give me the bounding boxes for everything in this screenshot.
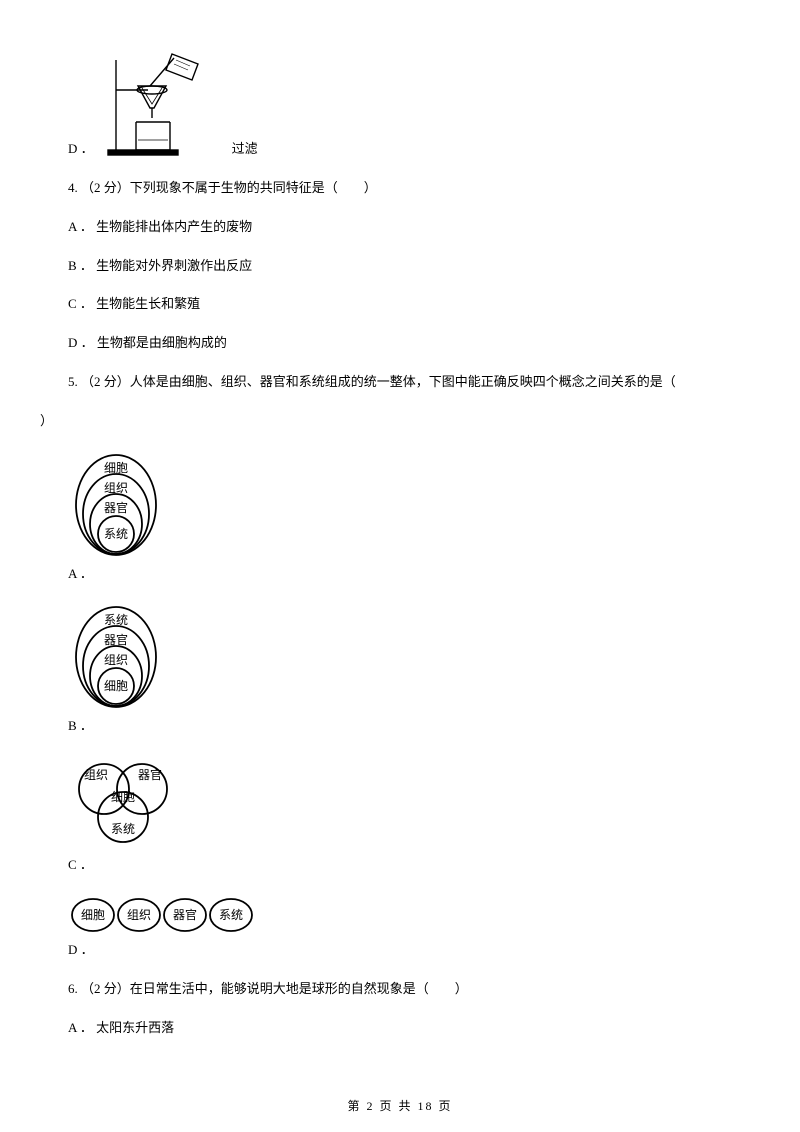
q4-option-a: A ． 生物能排出体内产生的废物: [68, 217, 750, 238]
diagA-l1: 细胞: [104, 461, 128, 475]
filtration-diagram: [102, 50, 212, 160]
q5-diagram-c: 组织 器官 细胞 系统: [68, 755, 750, 851]
q5-option-d: D ．: [68, 940, 750, 961]
q5-option-c: C ．: [68, 855, 750, 876]
diagD-2: 组织: [127, 908, 151, 922]
q5-option-b: B ．: [68, 716, 750, 737]
q6-text: 6. （2 分）在日常生活中，能够说明大地是球形的自然现象是（ ）: [68, 979, 750, 1000]
q3-option-d-label: D ．: [68, 139, 94, 160]
diagB-l3: 组织: [104, 653, 128, 667]
q3-option-d-text: 过滤: [232, 139, 258, 160]
q5-option-a: A ．: [68, 564, 750, 585]
diagC-tr: 器官: [138, 767, 162, 782]
page-footer: 第 2 页 共 18 页: [0, 1097, 800, 1116]
diagC-tl: 组织: [84, 768, 108, 782]
diagB-l4: 细胞: [104, 679, 128, 693]
diagD-1: 细胞: [81, 908, 105, 922]
q4-option-c: C ． 生物能生长和繁殖: [68, 294, 750, 315]
diagD-4: 系统: [219, 908, 243, 922]
q4-option-b: B ． 生物能对外界刺激作出反应: [68, 256, 750, 277]
q5-diagram-d: 细胞 组织 器官 系统: [68, 894, 750, 936]
q5-tail: ）: [40, 411, 750, 432]
q5-diagram-a: 细胞 组织 器官 系统: [68, 450, 750, 560]
diagC-b: 系统: [111, 822, 135, 836]
diagB-l2: 器官: [104, 632, 128, 647]
diagC-c: 细胞: [111, 790, 135, 804]
diagA-l4: 系统: [104, 527, 128, 541]
q5-diagram-b: 系统 器官 组织 细胞: [68, 602, 750, 712]
q5-text: 5. （2 分）人体是由细胞、组织、器官和系统组成的统一整体，下图中能正确反映四…: [68, 372, 750, 393]
q4-text: 4. （2 分）下列现象不属于生物的共同特征是（ ）: [68, 178, 750, 199]
q3-option-d-row: D ．: [68, 50, 750, 160]
diagA-l2: 组织: [104, 481, 128, 495]
q6-option-a: A ． 太阳东升西落: [68, 1018, 750, 1039]
q4-option-d: D ． 生物都是由细胞构成的: [68, 333, 750, 354]
diagB-l1: 系统: [104, 613, 128, 627]
diagA-l3: 器官: [104, 500, 128, 515]
diagD-3: 器官: [173, 907, 197, 922]
